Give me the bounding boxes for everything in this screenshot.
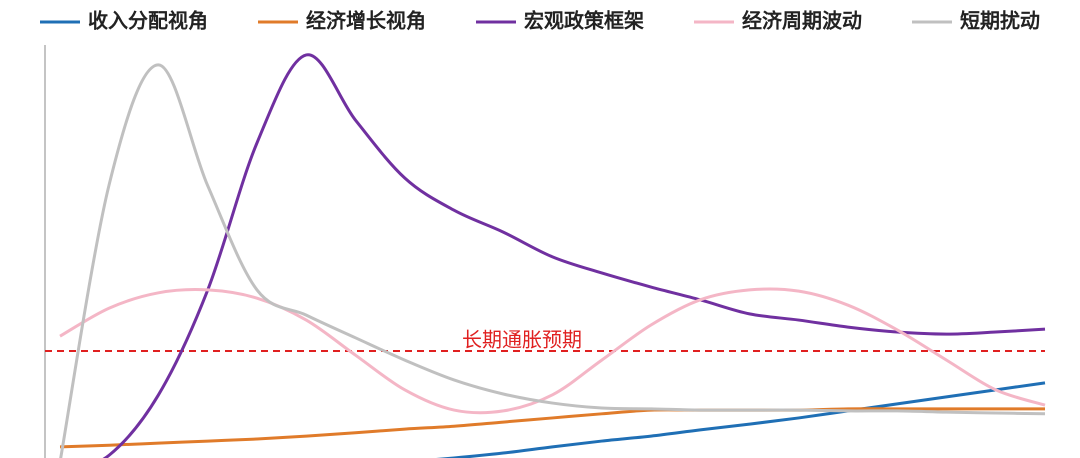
series-line <box>59 287 1046 415</box>
legend-label: 经济增长视角 <box>306 9 426 33</box>
legend-label: 宏观政策框架 <box>524 9 644 33</box>
reference-label: 长期通胀预期 <box>462 328 582 352</box>
series-line <box>59 63 1046 458</box>
series-line <box>102 53 1046 458</box>
plot-area <box>45 53 1046 458</box>
legend-label: 短期扰动 <box>960 9 1040 33</box>
legend-label: 经济周期波动 <box>742 9 862 33</box>
series-line <box>59 407 1045 449</box>
series-line <box>436 381 1046 458</box>
legend-label: 收入分配视角 <box>88 9 208 33</box>
legend: 收入分配视角 经济增长视角 宏观政策框架 经济周期波动 短期扰动 <box>40 9 1040 33</box>
